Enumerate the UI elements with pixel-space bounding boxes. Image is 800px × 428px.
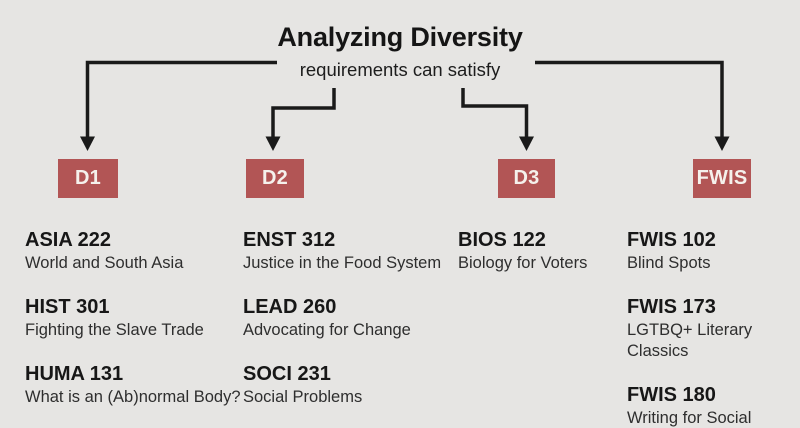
course-code: FWIS 173 <box>627 296 716 318</box>
course-code: SOCI 231 <box>243 363 331 385</box>
course-name: Advocating for Change <box>243 321 411 339</box>
course-name: Writing for Social Justice <box>627 409 752 427</box>
arrowhead-down-icon-d3 <box>519 136 534 151</box>
arrowhead-down-icon-d2 <box>265 136 281 151</box>
course-name: World and South Asia <box>25 254 184 272</box>
course-column-d3: BIOS 122 Biology for Voters <box>458 229 587 274</box>
category-box-d2: D2 <box>246 159 304 198</box>
course-item: HIST 301 Fighting the Slave Trade <box>25 296 241 341</box>
category-box-d1: D1 <box>58 159 118 198</box>
arrowhead-down-icon-d1 <box>80 136 95 151</box>
course-name: Justice in the Food System <box>243 254 442 272</box>
course-code: HIST 301 <box>25 296 110 318</box>
course-code: LEAD 260 <box>243 296 337 318</box>
course-column-fwis: FWIS 102 Blind Spots FWIS 173 LGTBQ+ Lit… <box>627 229 800 428</box>
course-item: HUMA 131 What is an (Ab)normal Body? <box>25 363 241 408</box>
diagram-subtitle: requirements can satisfy <box>299 59 501 80</box>
course-code: FWIS 180 <box>627 384 716 406</box>
connector-line-fwis <box>535 60 724 138</box>
course-code: HUMA 131 <box>25 363 124 385</box>
connector-line-d1 <box>85 60 277 138</box>
arrowhead-down-icon-fwis <box>714 136 730 151</box>
course-column-d2: ENST 312 Justice in the Food System LEAD… <box>243 229 441 408</box>
course-item: LEAD 260 Advocating for Change <box>243 296 441 341</box>
course-name: Biology for Voters <box>458 254 588 272</box>
course-item: ASIA 222 World and South Asia <box>25 229 241 274</box>
course-item: FWIS 102 Blind Spots <box>627 229 800 274</box>
course-item: ENST 312 Justice in the Food System <box>243 229 441 274</box>
course-code: ENST 312 <box>243 229 336 251</box>
course-item: FWIS 180 Writing for Social Justice <box>627 384 800 428</box>
diagram-title: Analyzing Diversity <box>277 22 523 52</box>
course-code: BIOS 122 <box>458 229 546 251</box>
course-name: What is an (Ab)normal Body? <box>25 388 241 406</box>
course-name: LGTBQ+ Literary Classics <box>627 321 753 360</box>
course-item: FWIS 173 LGTBQ+ Literary Classics <box>627 296 800 362</box>
connector-line-d2 <box>271 88 336 138</box>
course-name: Blind Spots <box>627 254 711 272</box>
course-item: SOCI 231 Social Problems <box>243 363 441 408</box>
course-name: Social Problems <box>243 388 363 406</box>
course-code: ASIA 222 <box>25 229 111 251</box>
category-box-fwis: FWIS <box>693 159 751 198</box>
course-name: Fighting the Slave Trade <box>25 321 204 339</box>
category-box-d3: D3 <box>498 159 555 198</box>
course-code: FWIS 102 <box>627 229 716 251</box>
course-item: BIOS 122 Biology for Voters <box>458 229 587 274</box>
connector-line-d3 <box>461 88 529 138</box>
course-column-d1: ASIA 222 World and South Asia HIST 301 F… <box>25 229 241 408</box>
